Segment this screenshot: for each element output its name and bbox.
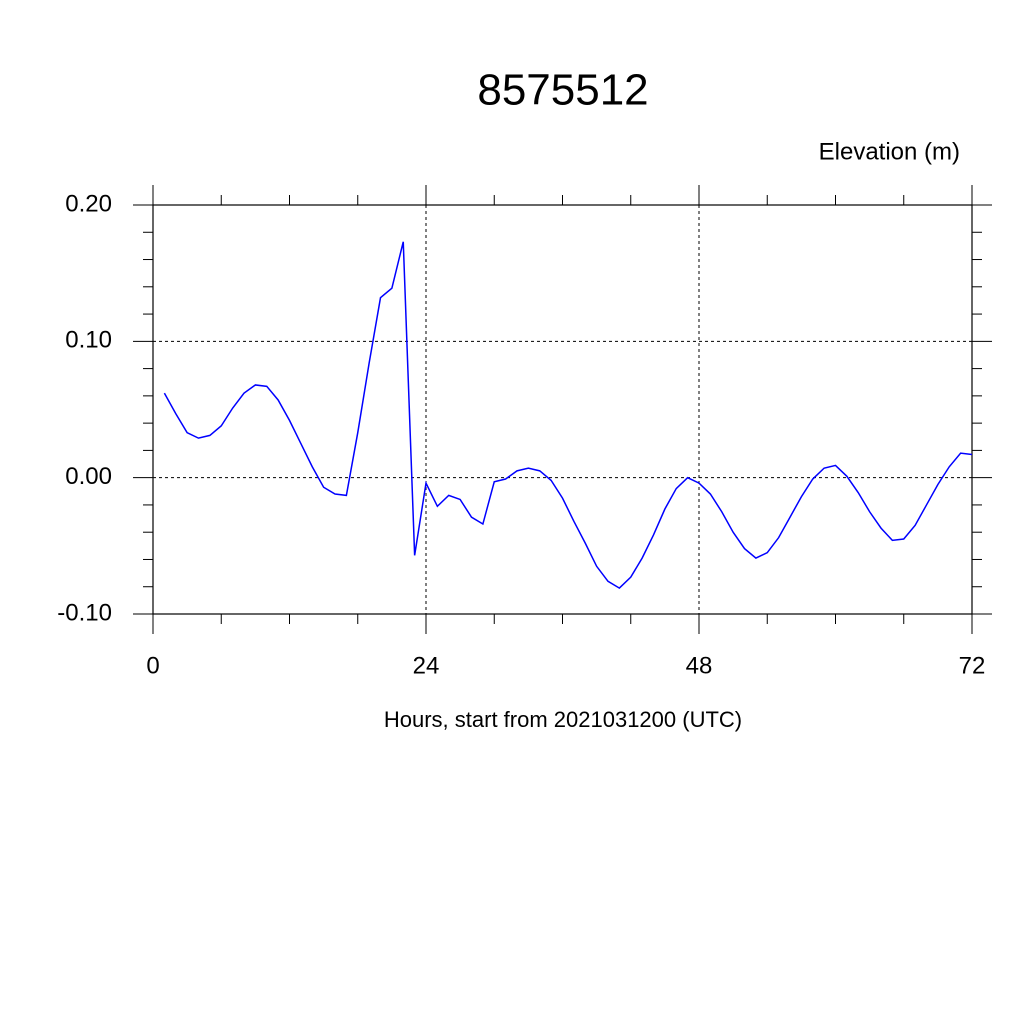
y-tick-label: 0.20 [65,190,112,217]
plot-frame [152,204,973,615]
x-axis-label: Hours, start from 2021031200 (UTC) [384,707,742,732]
x-tick-label: 0 [146,652,159,679]
data-line [163,241,973,590]
y-tick-label: 0.00 [65,463,112,490]
y-tick-label: 0.10 [65,327,112,354]
chart-title: 8575512 [477,66,648,115]
x-tick-label: 48 [686,652,713,679]
axis-label: Elevation (m) [819,138,960,165]
x-tick-label: 72 [959,652,986,679]
x-tick-label: 24 [413,652,440,679]
y-tick-label: -0.10 [57,599,112,626]
